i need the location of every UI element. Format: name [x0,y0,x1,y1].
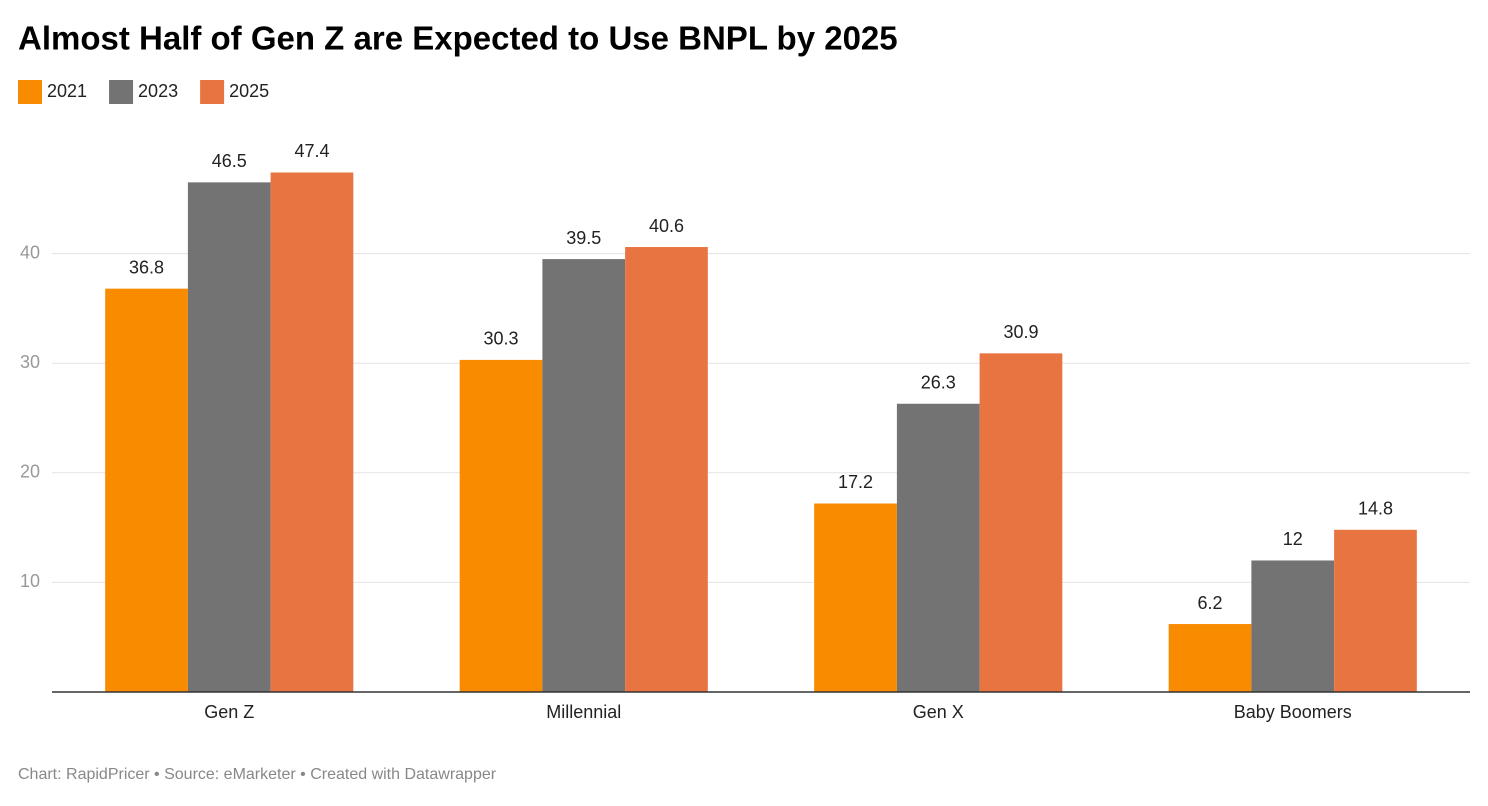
bar [1334,529,1417,692]
legend-swatch [18,80,42,104]
legend-label: 2021 [47,81,87,101]
bar [542,259,626,692]
bar [1251,560,1335,692]
value-label: 36.8 [129,257,164,277]
value-label: 46.5 [212,151,247,171]
value-label: 14.8 [1358,499,1393,519]
value-label: 40.6 [649,216,684,236]
legend-label: 2023 [138,81,178,101]
chart-title: Almost Half of Gen Z are Expected to Use… [18,20,898,57]
value-label: 12 [1283,529,1303,549]
bar [270,172,354,693]
value-label: 47.4 [294,141,329,161]
y-tick-label: 10 [20,571,40,591]
x-tick-label: Baby Boomers [1234,702,1352,722]
bar [896,403,980,692]
bar [187,182,271,693]
bar [459,359,543,692]
y-tick-label: 20 [20,462,40,482]
bar [1168,624,1252,692]
legend-swatch [109,80,134,104]
x-tick-label: Millennial [546,702,621,722]
y-tick-label: 40 [20,242,40,262]
footer: Chart: RapidPricer • Source: eMarketer •… [18,766,497,783]
value-label: 26.3 [921,373,956,393]
value-label: 17.2 [838,472,873,492]
bar [814,503,897,692]
value-label: 6.2 [1198,593,1223,613]
bar [105,288,188,692]
value-label: 30.3 [484,329,519,349]
y-tick-label: 30 [20,352,40,372]
bar [625,247,708,693]
value-label: 39.5 [566,228,601,248]
bar [979,353,1063,692]
legend-label: 2025 [229,81,269,101]
x-tick-label: Gen X [913,702,964,722]
x-tick-label: Gen Z [204,702,254,722]
legend-swatch [200,80,225,104]
value-label: 30.9 [1003,322,1038,342]
